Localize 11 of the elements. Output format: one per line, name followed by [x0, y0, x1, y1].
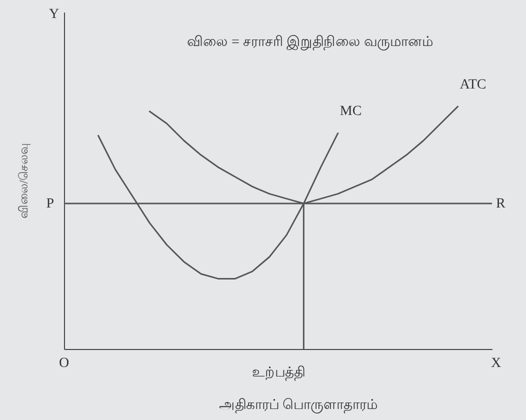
chart-title: விலை = சராசரி இறுதிநிலை வருமானம்	[187, 35, 433, 50]
x-axis-title: உற்பத்தி	[252, 366, 305, 380]
text: Y	[48, 7, 60, 22]
series-label: ATC	[460, 78, 486, 93]
text: அதிகாரப் பொருளாதாரம்	[218, 398, 378, 413]
ref-line-label: R	[496, 196, 506, 212]
y-axis-title: விலை/செலவு	[16, 143, 30, 219]
text: X	[490, 356, 502, 371]
text: P	[46, 196, 54, 212]
text: O	[58, 356, 70, 371]
series-label: MC	[340, 104, 362, 120]
